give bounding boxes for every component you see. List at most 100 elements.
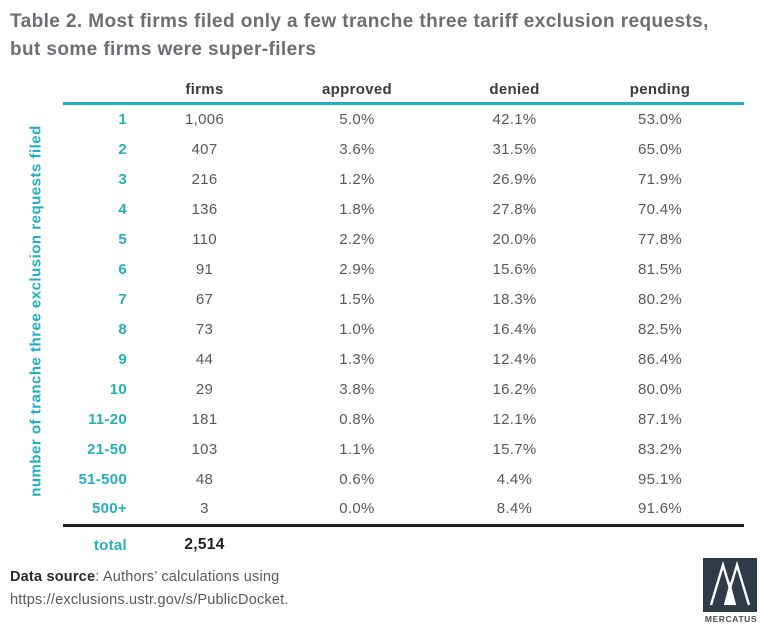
table-body: 1 1,006 5.0% 42.1% 53.0% 2 407 3.6% 31.5% 65.0% 3 2… (63, 105, 744, 524)
row-label: 10 (109, 380, 127, 398)
table-cell: 15.7% (492, 440, 537, 458)
table-cell: 18.3% (492, 290, 537, 308)
table-cell: 80.0% (637, 380, 683, 398)
table-cell: 31.5% (492, 141, 537, 159)
table-cell: 407 (191, 141, 218, 159)
table-row: 8 73 1.0% 16.4% 82.5% (63, 314, 744, 344)
table-cell: 1.2% (339, 171, 375, 189)
table-header-row: firms approved denied pending (63, 76, 744, 102)
table-row: 3 216 1.2% 26.9% 71.9% (63, 165, 744, 195)
total-label: total (93, 536, 127, 554)
table-cell: 27.8% (492, 201, 537, 219)
total-divider-rule (63, 524, 744, 527)
table-cell: 103 (191, 440, 218, 458)
data-source-note: Data source: Authors’ calculations using… (10, 566, 289, 612)
table-cell: 8.4% (496, 500, 533, 518)
table-cell: 71.9% (637, 171, 683, 189)
mercatus-logo: MERCATUS (703, 558, 759, 624)
data-source-line1: Data source: Authors’ calculations using (10, 569, 280, 585)
row-label: 51-500 (78, 470, 127, 488)
table-cell: 80.2% (637, 290, 683, 308)
table-cell: 4.4% (496, 470, 533, 488)
table-cell: 0.8% (339, 410, 375, 428)
table-cell: 110 (192, 231, 217, 249)
table-row: 11-20 181 0.8% 12.1% 87.1% (63, 404, 744, 434)
table-cell: 16.2% (492, 380, 537, 398)
table-row: 500+ 3 0.0% 8.4% 91.6% (63, 494, 744, 524)
table-cell: 77.8% (637, 231, 683, 249)
table-cell: 1.0% (339, 320, 375, 338)
table-cell: 91 (195, 261, 214, 279)
data-source-label: Data source (10, 569, 96, 585)
row-label: 8 (118, 320, 127, 338)
table-cell: 5.0% (339, 111, 375, 129)
row-label: 11-20 (87, 410, 127, 428)
y-axis-label: number of tranche three exclusion reques… (27, 125, 45, 497)
table-cell: 2.9% (339, 261, 375, 279)
column-header-pending: pending (629, 80, 691, 98)
total-firms-value: 2,514 (184, 536, 225, 553)
table-cell: 87.1% (637, 410, 683, 428)
mercatus-logo-icon (703, 558, 757, 612)
table-cell: 1,006 (184, 111, 225, 129)
table-cell: 95.1% (637, 470, 683, 488)
column-header-firms: firms (185, 80, 224, 98)
table-cell: 3.8% (339, 380, 375, 398)
table-cell: 83.2% (637, 440, 683, 458)
row-label: 6 (118, 261, 127, 279)
table-cell: 91.6% (637, 500, 683, 518)
table-cell: 44 (195, 350, 214, 368)
table-cell: 26.9% (492, 171, 537, 189)
table-cell: 12.1% (492, 410, 537, 428)
table-cell: 15.6% (492, 261, 537, 279)
table-row: 7 67 1.5% 18.3% 80.2% (63, 285, 744, 315)
row-label: 4 (118, 201, 127, 219)
table-cell: 42.1% (492, 111, 537, 129)
figure-title: Table 2. Most firms filed only a few tra… (10, 11, 709, 60)
row-label: 500+ (92, 500, 127, 518)
table-cell: 1.3% (339, 350, 375, 368)
table-cell: 29 (195, 380, 214, 398)
table-cell: 1.5% (339, 290, 375, 308)
data-table: firms approved denied pending 1 1,006 5.0%… (63, 76, 744, 563)
table-cell: 16.4% (492, 320, 537, 338)
table-cell: 82.5% (637, 320, 683, 338)
row-label: 9 (118, 350, 127, 368)
header-divider-rule (63, 102, 744, 105)
data-source-url: https://exclusions.ustr.gov/s/PublicDock… (10, 592, 289, 608)
row-label: 21-50 (87, 440, 127, 458)
column-header-approved: approved (322, 80, 392, 98)
table-cell: 216 (191, 171, 218, 189)
table-row: 9 44 1.3% 12.4% 86.4% (63, 344, 744, 374)
table-row: 21-50 103 1.1% 15.7% 83.2% (63, 434, 744, 464)
mercatus-logo-text: MERCATUS (704, 614, 758, 624)
column-header-denied: denied (489, 80, 540, 98)
table-row: 2 407 3.6% 31.5% 65.0% (63, 135, 744, 165)
row-label: 5 (118, 231, 127, 249)
row-label: 2 (118, 141, 127, 159)
table-cell: 67 (195, 290, 214, 308)
table-cell: 12.4% (492, 350, 537, 368)
row-label: 1 (118, 111, 127, 129)
table-cell: 1.1% (339, 440, 375, 458)
table-cell: 70.4% (637, 201, 683, 219)
table-row: 10 29 3.8% 16.2% 80.0% (63, 374, 744, 404)
table-row: 51-500 48 0.6% 4.4% 95.1% (63, 464, 744, 494)
table-cell: 53.0% (637, 111, 683, 129)
row-label: 3 (118, 171, 127, 189)
table-cell: 65.0% (637, 141, 683, 159)
table-cell: 48 (195, 470, 214, 488)
row-label: 7 (118, 290, 127, 308)
table-cell: 3 (200, 500, 209, 518)
total-row: total 2,514 (63, 527, 744, 563)
table-cell: 81.5% (637, 261, 683, 279)
table-row: 4 136 1.8% 27.8% 70.4% (63, 195, 744, 225)
table-cell: 0.0% (339, 500, 375, 518)
table-cell: 1.8% (339, 201, 375, 219)
table-cell: 20.0% (492, 231, 537, 249)
table-cell: 3.6% (339, 141, 375, 159)
table-cell: 73 (195, 320, 214, 338)
table-row: 1 1,006 5.0% 42.1% 53.0% (63, 105, 744, 135)
table-cell: 136 (191, 201, 218, 219)
table-row: 5 110 2.2% 20.0% 77.8% (63, 225, 744, 255)
